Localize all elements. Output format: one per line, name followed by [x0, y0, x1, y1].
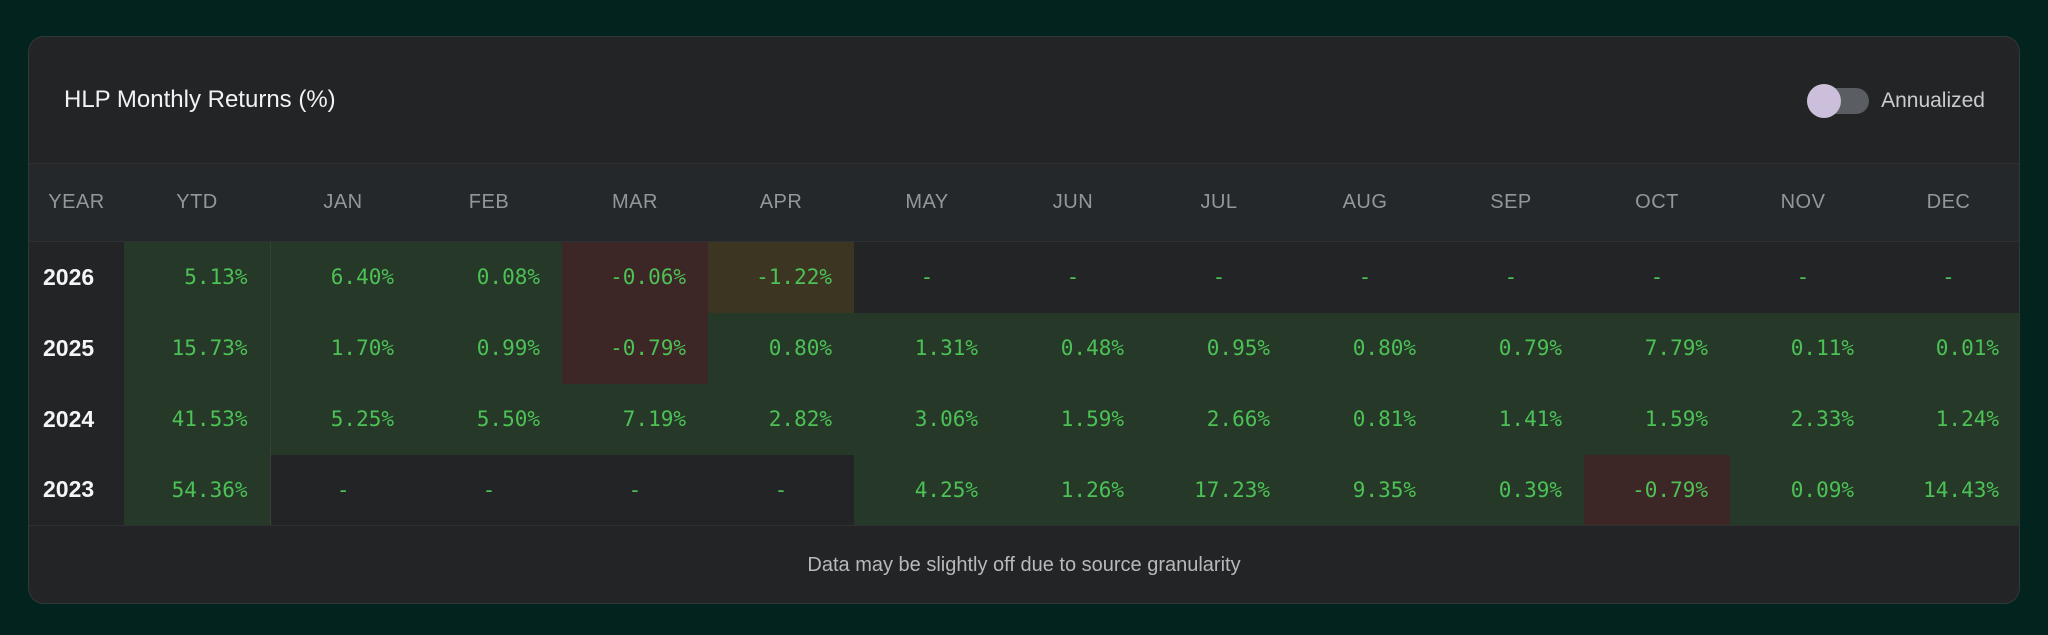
table-row: 2026 5.13% 6.40% 0.08% -0.06% -1.22% - - - - - - - -: [29, 241, 2019, 313]
year-cell: 2026: [43, 263, 95, 290]
monthly-return-cell: 9.35%: [1292, 454, 1438, 526]
monthly-return-cell: 7.19%: [562, 383, 708, 455]
monthly-return-cell: 2.33%: [1730, 383, 1876, 455]
monthly-return-cell: -0.79%: [1584, 454, 1730, 526]
column-header-mar: MAR: [562, 164, 708, 242]
column-header-may: MAY: [854, 164, 1000, 242]
column-header-nov: NOV: [1730, 164, 1876, 242]
monthly-return-cell: 2.66%: [1146, 383, 1292, 455]
ytd-return-cell: 5.13%: [124, 241, 271, 313]
toggle-knob[interactable]: [1807, 84, 1842, 118]
monthly-return-cell: -0.79%: [562, 312, 708, 384]
monthly-return-cell: 0.39%: [1438, 454, 1584, 526]
column-header-dec: DEC: [1876, 164, 2019, 242]
monthly-return-cell: 6.40%: [270, 241, 416, 313]
table-row: 2025 15.73% 1.70% 0.99% -0.79% 0.80% 1.31% 0.48…: [29, 312, 2019, 384]
table-header-row: YEAR YTD JAN FEB MAR APR MAY JUN JUL AUG SEP OCT NOV…: [29, 164, 2019, 242]
monthly-return-cell: 1.24%: [1876, 383, 2019, 455]
monthly-return-cell: 0.80%: [1292, 312, 1438, 384]
monthly-return-cell: -: [1650, 265, 1664, 290]
monthly-return-cell: -: [1504, 265, 1518, 290]
monthly-return-cell: 3.06%: [854, 383, 1000, 455]
monthly-return-cell: 4.25%: [854, 454, 1000, 526]
returns-table: YEAR YTD JAN FEB MAR APR MAY JUN JUL AUG SEP OCT NOV…: [29, 164, 2019, 526]
ytd-return-cell: 15.73%: [124, 312, 271, 384]
column-header-ytd: YTD: [124, 164, 270, 242]
monthly-return-cell: 0.95%: [1146, 312, 1292, 384]
monthly-return-cell: -: [1358, 265, 1372, 290]
ytd-return-cell: 54.36%: [124, 454, 271, 526]
monthly-return-cell: 1.59%: [1584, 383, 1730, 455]
monthly-return-cell: -: [1066, 265, 1080, 290]
monthly-return-cell: 5.25%: [270, 383, 416, 455]
ytd-return-cell: 41.53%: [124, 383, 271, 455]
monthly-return-cell: 0.81%: [1292, 383, 1438, 455]
monthly-return-cell: 0.09%: [1730, 454, 1876, 526]
monthly-return-cell: 0.01%: [1876, 312, 2019, 384]
table-row: 2024 41.53% 5.25% 5.50% 7.19% 2.82% 3.06% 1.59%…: [29, 383, 2019, 455]
monthly-return-cell: 5.50%: [416, 383, 562, 455]
footer-note: Data may be slightly off due to source g…: [807, 554, 1241, 576]
monthly-return-cell: -: [1942, 265, 1955, 290]
monthly-return-cell: -: [920, 265, 934, 290]
monthly-return-cell: 1.31%: [854, 312, 1000, 384]
column-header-feb: FEB: [416, 164, 562, 242]
year-cell: 2023: [29, 454, 124, 526]
monthly-return-cell: -: [708, 454, 854, 526]
monthly-return-cell: 1.59%: [1000, 383, 1146, 455]
monthly-return-cell: 0.08%: [416, 241, 562, 313]
year-cell: 2025: [43, 334, 95, 361]
table-row: 2023 54.36% - - - -4.25% 1.26% 17.23% 9.35% 0.39%…: [29, 454, 2019, 526]
monthly-return-cell: 0.80%: [708, 312, 854, 384]
monthly-return-cell: 0.11%: [1730, 312, 1876, 384]
monthly-return-cell: -1.22%: [708, 241, 854, 313]
monthly-returns-card: HLP Monthly Returns (%) Annualized YEAR Y…: [28, 36, 2020, 604]
table-body: 2026 5.13% 6.40% 0.08% -0.06% -1.22% - - - - - - - -2…: [29, 241, 2019, 526]
monthly-return-cell: -0.06%: [562, 241, 708, 313]
monthly-return-cell: -: [416, 454, 562, 526]
column-header-jun: JUN: [1000, 164, 1146, 242]
column-header-oct: OCT: [1584, 164, 1730, 242]
annualized-toggle-group[interactable]: Annualized: [1807, 84, 1985, 118]
monthly-return-cell: 0.79%: [1438, 312, 1584, 384]
monthly-return-cell: 0.48%: [1000, 312, 1146, 384]
column-header-aug: AUG: [1292, 164, 1438, 242]
column-header-year: YEAR: [29, 164, 124, 242]
annualized-label[interactable]: Annualized: [1881, 89, 1985, 112]
monthly-return-cell: 1.70%: [270, 312, 416, 384]
monthly-return-cell: 2.82%: [708, 383, 854, 455]
annualized-toggle[interactable]: [1807, 84, 1870, 118]
column-header-jan: JAN: [270, 164, 416, 242]
column-header-apr: APR: [708, 164, 854, 242]
monthly-return-cell: 14.43%: [1876, 454, 2019, 526]
monthly-return-cell: 17.23%: [1146, 454, 1292, 526]
monthly-return-cell: -: [270, 454, 416, 526]
column-header-sep: SEP: [1438, 164, 1584, 242]
monthly-return-cell: 7.79%: [1584, 312, 1730, 384]
monthly-return-cell: -: [562, 454, 708, 526]
column-header-jul: JUL: [1146, 164, 1292, 242]
monthly-return-cell: 1.41%: [1438, 383, 1584, 455]
monthly-return-cell: 0.99%: [416, 312, 562, 384]
monthly-return-cell: -: [1212, 265, 1226, 290]
year-cell: 2024: [43, 405, 95, 432]
card-header: HLP Monthly Returns (%) Annualized: [29, 37, 2019, 164]
monthly-return-cell: -: [1796, 265, 1810, 290]
card-title: HLP Monthly Returns (%): [64, 86, 336, 113]
monthly-return-cell: 1.26%: [1000, 454, 1146, 526]
